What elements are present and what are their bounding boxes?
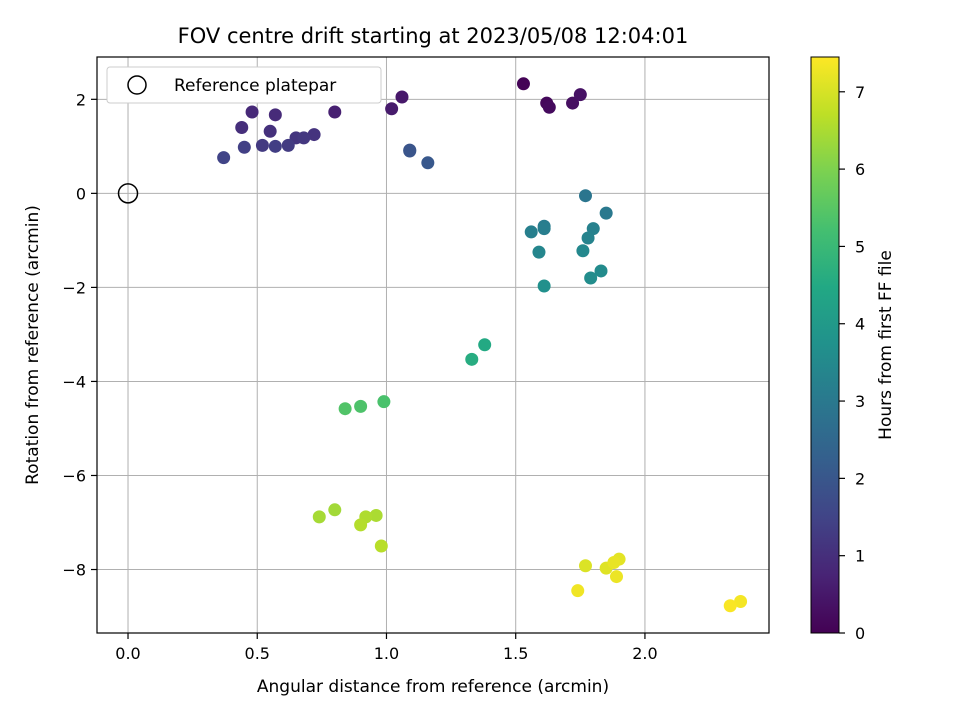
data-point — [734, 594, 748, 608]
legend: Reference platepar — [106, 66, 382, 104]
data-point — [578, 559, 592, 573]
data-point — [542, 100, 556, 114]
data-point — [268, 108, 282, 122]
x-axis-label: Angular distance from reference (arcmin) — [257, 677, 609, 697]
reference-marker-group — [117, 183, 139, 204]
data-point — [237, 140, 251, 154]
data-point — [268, 139, 282, 153]
x-tick-label: 0.0 — [115, 644, 140, 663]
x-tick-label: 1.5 — [503, 644, 528, 663]
data-point — [263, 124, 277, 138]
data-point — [354, 399, 368, 413]
data-point — [374, 539, 388, 553]
colorbar-tick-label: 4 — [855, 315, 865, 334]
data-point — [578, 189, 592, 203]
data-point — [537, 279, 551, 293]
data-point — [328, 503, 342, 517]
chart-title: FOV centre drift starting at 2023/05/08 … — [178, 24, 689, 48]
data-point — [532, 245, 546, 259]
data-point — [217, 151, 231, 165]
data-point — [354, 518, 368, 532]
y-tick-label: 0 — [76, 184, 86, 203]
data-point — [537, 222, 551, 236]
plot-frame — [96, 56, 770, 634]
colorbar-tick-label: 0 — [855, 624, 865, 643]
x-tick-label: 2.0 — [632, 644, 657, 663]
y-tick-label: −8 — [62, 561, 86, 580]
colorbar-tick-label: 5 — [855, 237, 865, 256]
data-point — [610, 570, 624, 584]
data-point — [581, 231, 595, 245]
data-point — [607, 555, 621, 569]
data-point — [599, 206, 613, 220]
data-point — [723, 599, 737, 613]
y-tick-label: −4 — [62, 372, 86, 391]
legend-box — [106, 66, 382, 104]
colorbar — [810, 56, 840, 634]
data-point — [235, 121, 249, 135]
data-point — [576, 244, 590, 258]
colorbar-tick-label: 6 — [855, 160, 865, 179]
data-points — [217, 77, 748, 613]
colorbar-tick-label: 7 — [855, 83, 865, 102]
data-point — [524, 225, 538, 239]
legend-entry-reference: Reference platepar — [174, 76, 336, 96]
colorbar-ticks: 0 1 2 3 4 5 6 7 — [839, 83, 865, 643]
colorbar-tick-label: 2 — [855, 469, 865, 488]
y-tick-label: −2 — [62, 278, 86, 297]
data-point — [307, 128, 321, 142]
data-point — [573, 88, 587, 102]
plot-grid — [97, 57, 769, 633]
colorbar-label: Hours from first FF file — [876, 250, 896, 440]
data-point — [421, 156, 435, 170]
data-point — [584, 271, 598, 285]
x-tick-label: 1.0 — [374, 644, 399, 663]
data-point — [297, 131, 311, 145]
data-point — [465, 352, 479, 366]
legend-reference-marker — [127, 75, 147, 95]
data-point — [245, 105, 259, 119]
data-point — [338, 402, 352, 416]
data-point — [516, 77, 530, 91]
data-point — [571, 584, 585, 598]
x-tick-label: 0.5 — [245, 644, 270, 663]
data-point — [395, 90, 409, 104]
y-tick-label: 2 — [76, 90, 86, 109]
reference-marker — [117, 183, 139, 204]
x-ticks: 0.0 0.5 1.0 1.5 2.0 — [115, 633, 658, 663]
colorbar-tick-label: 1 — [855, 547, 865, 566]
y-ticks: −8 −6 −4 −2 0 2 — [62, 90, 97, 580]
colorbar-tick-label: 3 — [855, 392, 865, 411]
data-point — [312, 510, 326, 524]
data-point — [281, 138, 295, 152]
data-point — [328, 105, 342, 119]
data-point — [385, 102, 399, 116]
data-point — [566, 96, 580, 110]
y-axis-label: Rotation from reference (arcmin) — [23, 205, 43, 485]
data-point — [369, 508, 383, 522]
y-tick-label: −6 — [62, 466, 86, 485]
data-point — [478, 338, 492, 352]
data-point — [377, 395, 391, 409]
data-point — [255, 138, 269, 152]
data-point — [403, 144, 417, 158]
data-point — [594, 264, 608, 278]
